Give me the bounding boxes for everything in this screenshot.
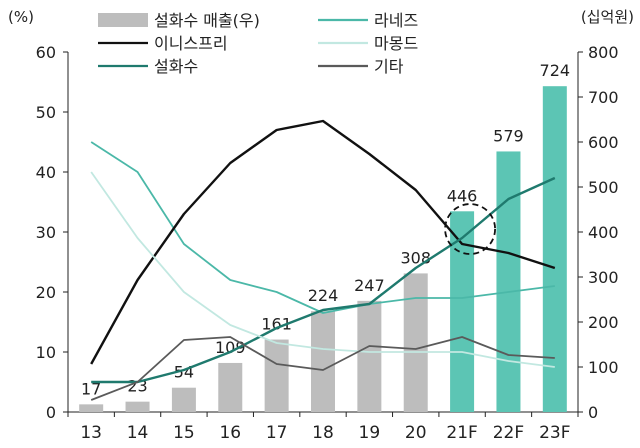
bar <box>264 339 289 412</box>
left-tick-label: 40 <box>36 163 56 182</box>
bar-value-label: 579 <box>493 126 524 145</box>
bar <box>496 151 521 412</box>
left-tick-label: 0 <box>46 403 56 422</box>
right-tick-label: 800 <box>588 43 619 62</box>
x-tick-label: 22F <box>493 423 524 443</box>
bar-value-label: 446 <box>447 186 478 205</box>
line-series-4 <box>90 336 555 401</box>
right-tick-label: 100 <box>588 358 619 377</box>
bar-value-label: 17 <box>81 379 101 398</box>
bar <box>218 362 243 412</box>
legend-label: 기타 <box>374 57 404 76</box>
bar <box>311 311 335 412</box>
x-tick-label: 14 <box>127 423 149 443</box>
annotation-dashed-circle <box>444 203 496 255</box>
bar-value-label: 224 <box>308 286 339 305</box>
right-tick-label: 200 <box>588 313 619 332</box>
legend-item: 마몽드 <box>318 34 418 53</box>
right-tick-label: 600 <box>588 133 619 152</box>
left-tick-label: 10 <box>36 343 56 362</box>
x-tick-label: 23F <box>539 423 570 443</box>
bar-value-label: 724 <box>540 61 571 80</box>
left-axis-ticks: 0 10 20 30 40 50 60 <box>36 43 68 422</box>
legend-label: 이니스프리 <box>154 34 228 53</box>
legend-swatch-bar <box>98 13 148 27</box>
left-tick-label: 20 <box>36 283 56 302</box>
bar <box>357 300 382 412</box>
legend-label: 마몽드 <box>374 34 418 53</box>
left-tick-label: 50 <box>36 103 56 122</box>
line-series-1 <box>90 119 556 365</box>
right-tick-label: 500 <box>588 178 619 197</box>
x-tick-label: 21F <box>446 423 477 443</box>
bar <box>125 401 150 412</box>
legend-label: 설화수 <box>154 57 198 76</box>
legend-label: 설화수 매출(우) <box>154 11 260 30</box>
x-tick-label: 19 <box>359 423 381 443</box>
legend-item: 이니스프리 <box>98 34 228 53</box>
bar <box>403 273 428 412</box>
legend-item: 라네즈 <box>318 11 418 30</box>
right-axis-unit-label: (십억원) <box>581 8 634 26</box>
legend-item: 기타 <box>318 57 404 76</box>
left-tick-label: 30 <box>36 223 56 242</box>
bar <box>542 86 567 412</box>
annotation <box>444 203 496 255</box>
legend-item: 설화수 매출(우) <box>98 11 260 30</box>
x-tick-label: 18 <box>312 423 334 443</box>
right-tick-label: 400 <box>588 223 619 242</box>
left-axis-unit-label: (%) <box>8 8 34 26</box>
legend-item: 설화수 <box>98 57 198 76</box>
bar-series <box>79 86 567 412</box>
line-series-0 <box>90 141 555 314</box>
line-series-2 <box>91 176 556 384</box>
x-tick-label: 13 <box>80 423 102 443</box>
bar-value-label: 308 <box>400 248 431 267</box>
bar <box>450 211 475 412</box>
left-tick-label: 60 <box>36 43 56 62</box>
x-tick-label: 16 <box>219 423 241 443</box>
bar-value-label: 109 <box>215 338 246 357</box>
right-axis-ticks: 0 100 200 300 400 500 600 700 800 <box>578 43 619 422</box>
x-tick-label: 17 <box>266 423 288 443</box>
legend-label: 라네즈 <box>374 11 418 30</box>
right-tick-label: 300 <box>588 268 619 287</box>
bar-value-label: 247 <box>354 276 385 295</box>
line-series <box>90 119 556 401</box>
right-tick-label: 0 <box>588 403 598 422</box>
bar <box>79 404 104 412</box>
x-tick-label: 15 <box>173 423 195 443</box>
x-axis-ticks: 13 14 15 16 17 18 19 20 21F 22F 23F <box>67 412 579 443</box>
right-tick-label: 700 <box>588 88 619 107</box>
bar-value-label: 161 <box>261 315 292 334</box>
line-series-3 <box>90 171 555 368</box>
x-tick-label: 20 <box>405 423 427 443</box>
bar <box>171 387 196 412</box>
